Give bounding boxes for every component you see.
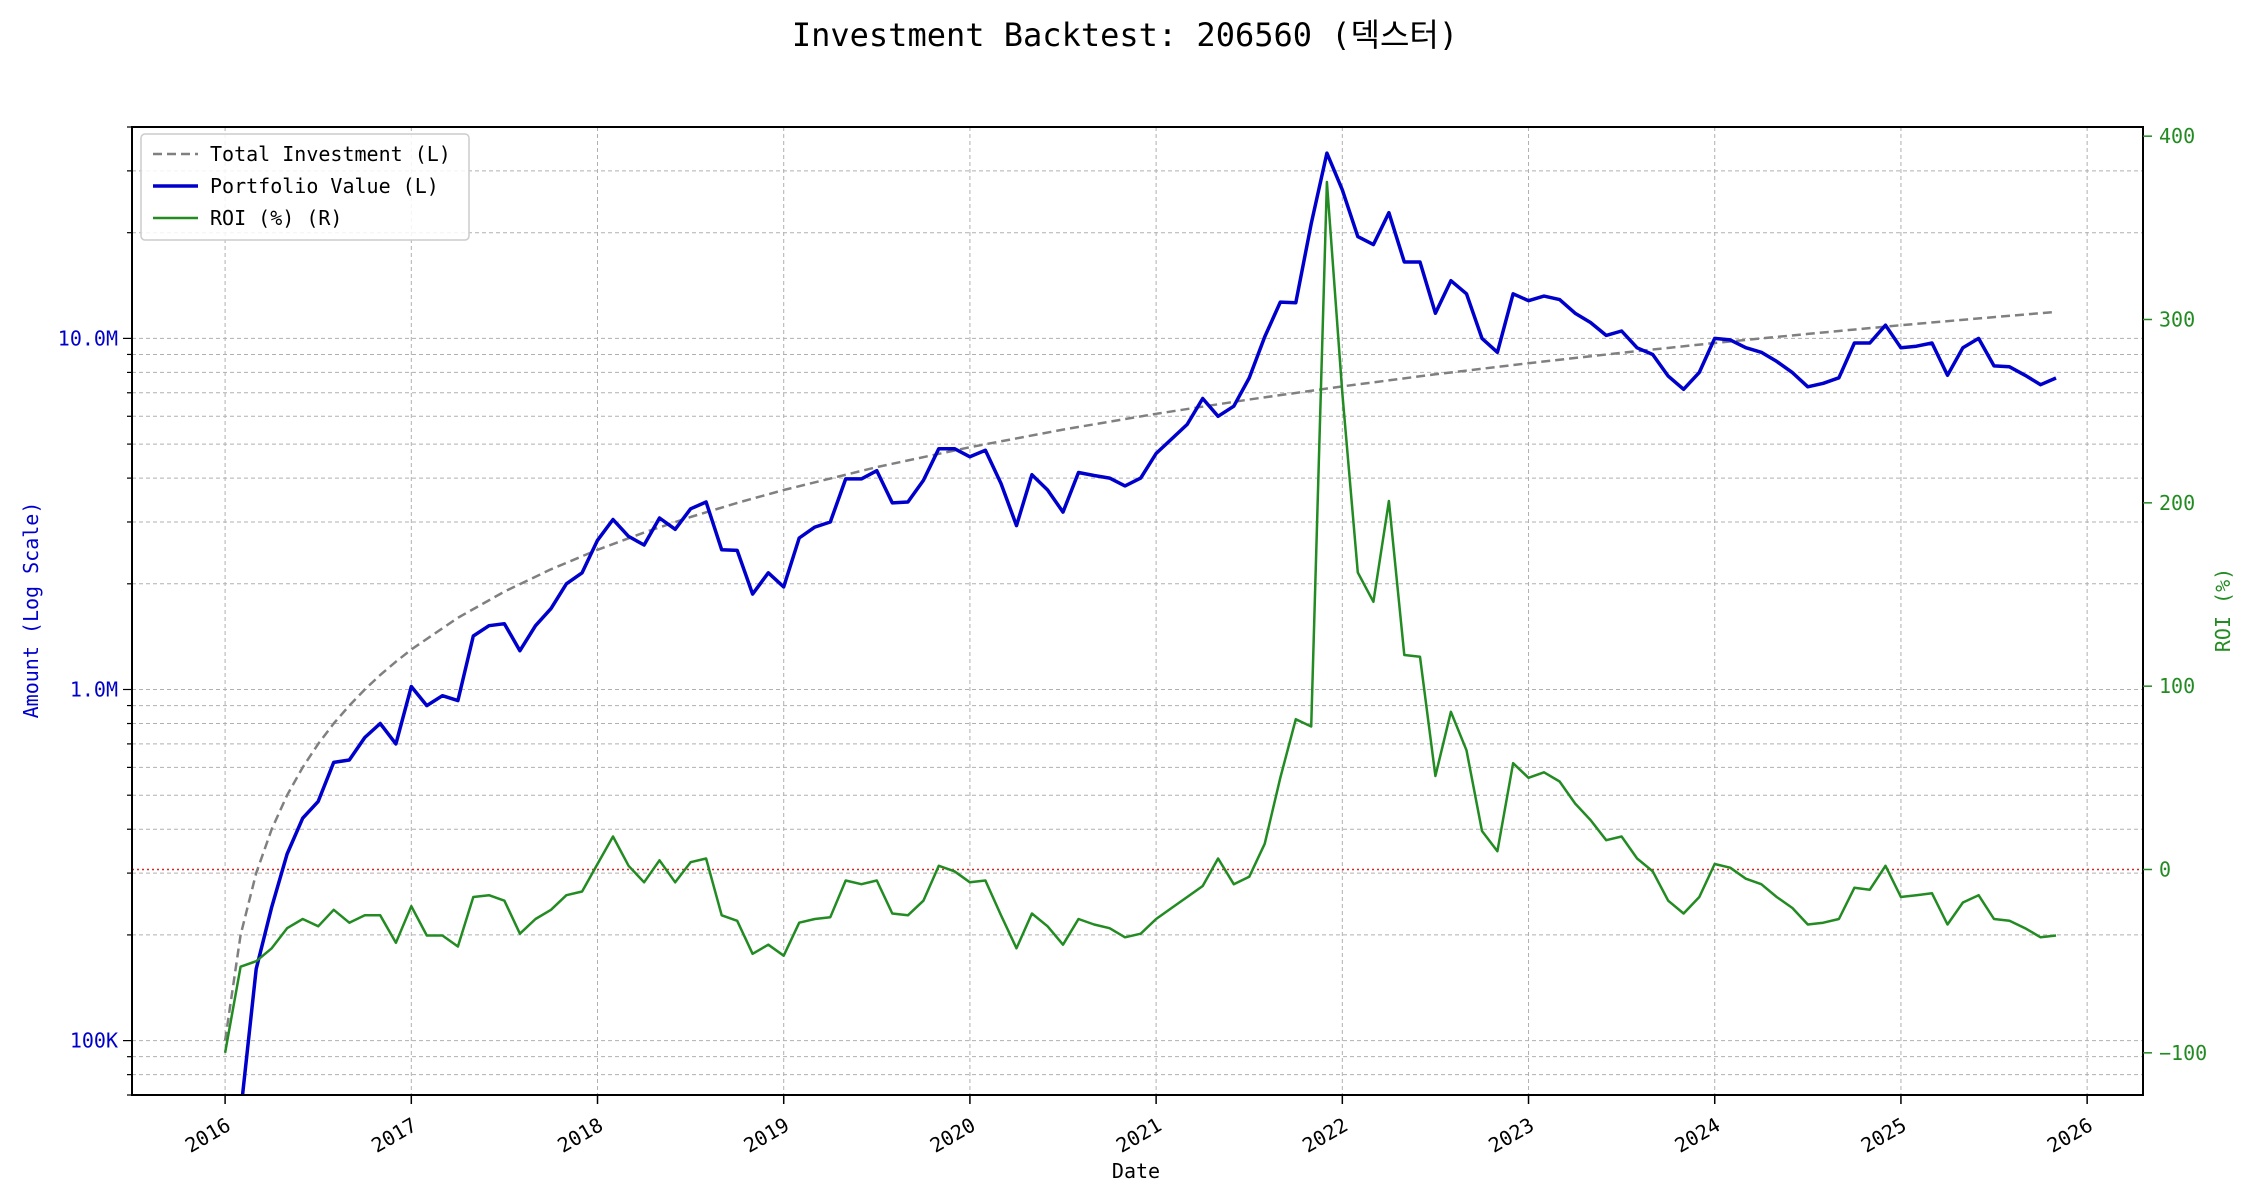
y-axis-right-label: ROI (%) <box>2211 568 2235 652</box>
series-lines <box>223 151 2057 1095</box>
legend-label: ROI (%) (R) <box>210 206 342 230</box>
legend-item-roi: ROI (%) (R) <box>153 206 342 230</box>
y-axis-left-label: Amount (Log Scale) <box>19 502 43 719</box>
chart-title: Investment Backtest: 206560 (덱스터) <box>792 16 1458 54</box>
y-right-tick-label: −100 <box>2159 1041 2207 1065</box>
y-left-tick-label: 10.0M <box>58 326 118 350</box>
x-axis-label: Date <box>1112 1159 1160 1183</box>
roi-line <box>223 180 2057 1054</box>
total-investment-line <box>223 310 2057 1041</box>
x-tick-label: 2018 <box>553 1113 607 1158</box>
y-left-tick-label: 1.0M <box>70 678 118 702</box>
legend-box <box>140 133 470 241</box>
y-right-tick-label: 100 <box>2159 674 2195 698</box>
axis-ticks: 2016 2017 2018 2019 2020 2021 2022 2023 2024 2025… <box>58 124 2207 1157</box>
x-tick-label: 2019 <box>739 1113 793 1158</box>
y-left-tick-label: 100K <box>70 1029 118 1053</box>
y-right-tick-label: 200 <box>2159 491 2195 515</box>
x-tick-label: 2022 <box>1298 1113 1352 1158</box>
legend-item-portfolio-value: Portfolio Value (L) <box>153 174 439 198</box>
y-right-tick-label: 0 <box>2159 858 2171 882</box>
x-tick-label: 2025 <box>1857 1113 1911 1158</box>
legend-item-total-investment: Total Investment (L) <box>153 142 451 166</box>
x-tick-label: 2016 <box>181 1113 235 1158</box>
legend-label: Portfolio Value (L) <box>210 174 439 198</box>
legend: Total Investment (L) Portfolio Value (L)… <box>140 133 470 241</box>
grid-lines <box>132 126 2143 1096</box>
x-tick-label: 2026 <box>2043 1113 2097 1158</box>
y-right-tick-label: 300 <box>2159 308 2195 332</box>
x-tick-label: 2017 <box>367 1113 421 1158</box>
portfolio-value-line <box>240 151 2057 1095</box>
legend-label: Total Investment (L) <box>210 142 451 166</box>
y-right-tick-label: 400 <box>2159 124 2195 148</box>
x-tick-label: 2023 <box>1484 1113 1538 1158</box>
x-tick-label: 2024 <box>1671 1113 1725 1158</box>
x-tick-label: 2020 <box>926 1113 980 1158</box>
x-tick-label: 2021 <box>1112 1113 1166 1158</box>
plot-area-frame <box>131 126 2144 1096</box>
